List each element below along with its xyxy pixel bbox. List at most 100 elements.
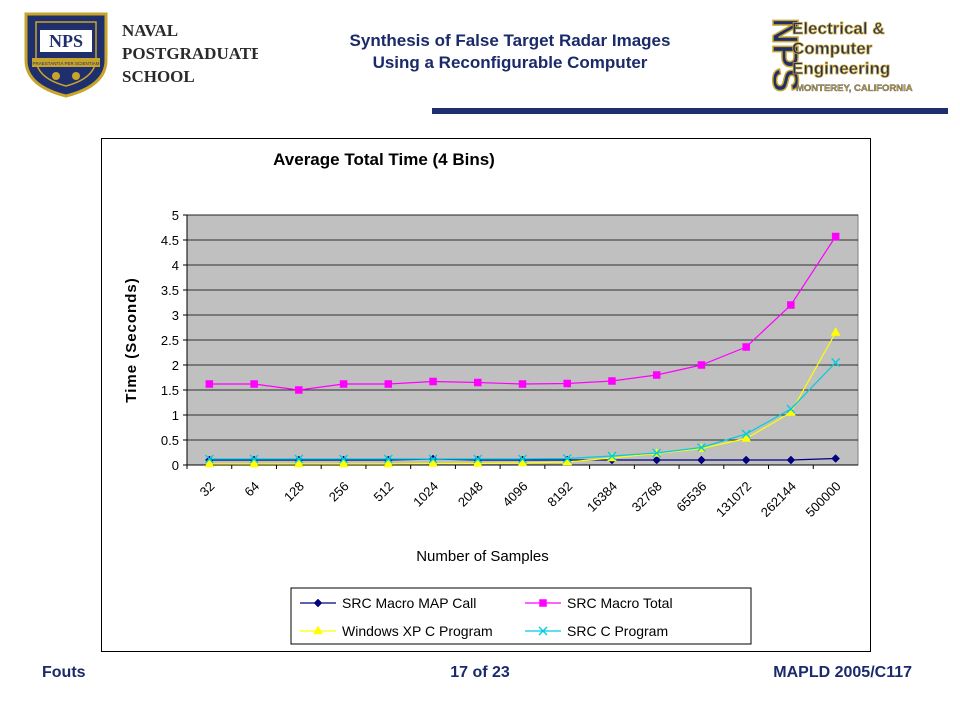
y-tick-label: 4.5 — [161, 233, 179, 248]
ece-location: MONTEREY, CALIFORNIA — [796, 83, 913, 94]
ece-word: Engineering — [792, 59, 890, 78]
slide-title-line1: Synthesis of False Target Radar Images — [349, 31, 671, 50]
data-point-x — [652, 448, 662, 458]
seal-motto: PRAESTANTIA PER SCIENTIAM — [33, 61, 100, 66]
data-point-x — [538, 626, 548, 636]
slide-title: Synthesis of False Target Radar Images U… — [270, 30, 750, 74]
x-tick-label: 128 — [281, 479, 307, 505]
y-tick-label: 0 — [172, 458, 179, 473]
data-point-triangle — [293, 458, 304, 468]
logo-wordmark-line: SCHOOL — [122, 67, 195, 86]
star-icon — [52, 72, 60, 80]
chart-frame: Average Total Time (4 Bins) 0 0.5 1 1.5 2 2.5 3… — [101, 138, 871, 652]
nps-monogram: NPS — [765, 18, 806, 92]
logo-wordmark-line: POSTGRADUATE — [122, 44, 258, 63]
data-point-square — [205, 380, 214, 388]
data-point-x — [294, 454, 304, 464]
data-point-square — [295, 386, 303, 394]
data-point-x — [741, 429, 751, 439]
data-point-square — [742, 343, 750, 351]
star-icon — [72, 72, 80, 80]
x-tick-label: 2048 — [455, 479, 486, 510]
y-tick-label: 2 — [172, 358, 179, 373]
legend-label: Windows XP C Program — [342, 623, 493, 639]
logo-wordmark-line: NAVAL — [122, 21, 178, 40]
data-point-square — [831, 232, 840, 241]
data-point-diamond — [741, 455, 751, 465]
data-point-square — [518, 380, 527, 388]
x-axis-label: Number of Samples — [416, 548, 549, 565]
seal-shield-icon — [24, 12, 108, 98]
data-point-triangle — [383, 458, 394, 468]
data-point-diamond — [697, 455, 706, 465]
data-point-square — [652, 371, 661, 379]
x-tick-label: 16384 — [584, 479, 620, 515]
data-point-triangle — [204, 458, 215, 468]
line-chart: Average Total Time (4 Bins) 0 0.5 1 1.5 2 2.5 3… — [123, 150, 859, 645]
data-point-x — [786, 404, 796, 414]
data-point-x — [383, 454, 393, 464]
data-point-square — [474, 378, 482, 387]
y-tick-label: 3 — [172, 308, 179, 323]
data-point-square — [384, 380, 393, 388]
data-point-triangle — [741, 432, 752, 442]
footer-author: Fouts — [42, 664, 86, 681]
y-tick-label: 5 — [172, 208, 179, 223]
x-tick-label: 512 — [370, 479, 396, 505]
data-point-x — [204, 454, 214, 464]
data-point-square — [429, 377, 437, 386]
data-point-x — [607, 451, 617, 461]
legend-label: SRC Macro MAP Call — [342, 595, 476, 611]
data-point-x — [339, 454, 349, 464]
data-point-x — [428, 454, 438, 464]
y-tick-label: 4 — [172, 258, 179, 273]
data-point-diamond — [652, 455, 662, 465]
data-point-triangle — [249, 458, 260, 468]
footer-event: MAPLD 2005/C117 — [773, 664, 912, 681]
data-point-x — [518, 454, 527, 464]
nps-school-logo: NPS PRAESTANTIA PER SCIENTIAM NAVAL POST… — [24, 12, 258, 98]
ece-department-logo: NPS Electrical & Computer Engineering MO… — [764, 17, 913, 94]
data-point-triangle — [830, 326, 841, 336]
x-tick-label: 64 — [241, 479, 262, 500]
x-tick-label: 256 — [326, 479, 352, 505]
ece-word: Electrical & — [792, 19, 885, 38]
legend-box — [290, 587, 752, 645]
data-point-triangle — [472, 457, 483, 467]
data-point-diamond — [313, 598, 323, 608]
y-tick-label: 1 — [172, 408, 179, 423]
slide-title-line2: Using a Reconfigurable Computer — [372, 53, 648, 72]
x-tick-label: 500000 — [802, 479, 843, 520]
data-point-triangle — [338, 458, 349, 468]
data-point-square — [563, 379, 571, 388]
x-tick-label: 32768 — [629, 479, 665, 515]
ece-word: Computer — [792, 39, 873, 58]
x-tick-label: 65536 — [673, 479, 709, 515]
data-point-x — [696, 443, 706, 452]
data-point-square — [250, 380, 258, 388]
x-tick-label: 131072 — [713, 479, 754, 520]
data-point-x — [473, 454, 483, 464]
data-point-x — [831, 358, 841, 367]
data-point-triangle — [428, 457, 438, 467]
seal-text: NPS — [49, 31, 83, 51]
data-point-square — [539, 599, 547, 607]
x-tick-label: 4096 — [500, 479, 531, 510]
y-axis-label: Time (Seconds) — [123, 277, 140, 402]
data-point-square — [697, 361, 706, 369]
y-tick-label: 1.5 — [161, 383, 179, 398]
x-tick-label: 1024 — [410, 479, 441, 510]
y-tick-label: 3.5 — [161, 283, 179, 298]
legend-label: SRC C Program — [567, 623, 668, 639]
data-point-x — [249, 454, 259, 464]
footer-page-number: 17 of 23 — [450, 664, 510, 681]
x-tick-label: 32 — [197, 479, 218, 500]
data-point-triangle — [313, 625, 323, 635]
header-divider — [432, 108, 948, 114]
y-tick-label: 0.5 — [161, 433, 179, 448]
data-point-diamond — [786, 455, 796, 465]
data-point-square — [787, 301, 795, 309]
y-tick-label: 2.5 — [161, 333, 179, 348]
data-point-diamond — [831, 454, 840, 463]
chart-title: Average Total Time (4 Bins) — [273, 150, 495, 169]
